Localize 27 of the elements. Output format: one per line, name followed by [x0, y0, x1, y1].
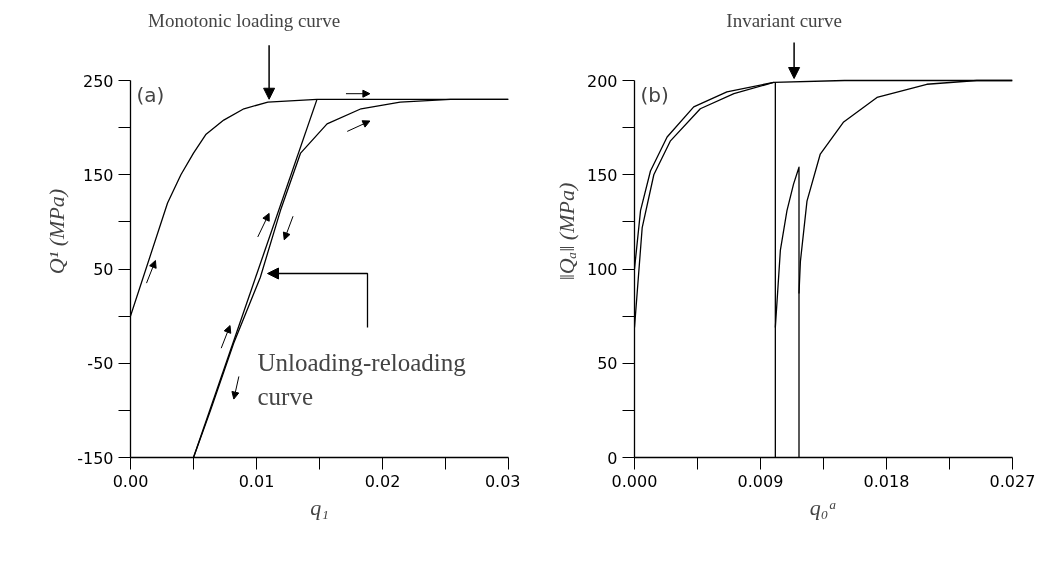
y-tick-label: -50: [87, 354, 114, 374]
x-tick-label: 0.02: [364, 471, 401, 491]
y-axis-title: Q¹ (MPa): [44, 188, 70, 275]
x-axis-title: q₀ᵃ: [809, 494, 838, 520]
y-tick-label: -150: [77, 448, 114, 468]
y-tick-label: 100: [586, 260, 618, 279]
y-tick-label: 0: [607, 448, 618, 468]
y-tick-label: 50: [597, 354, 618, 374]
x-tick-label: 0.03: [484, 471, 521, 491]
y-tick-label: 150: [82, 165, 114, 185]
x-tick-label: 0.018: [863, 471, 910, 491]
y-tick-label: 150: [586, 165, 618, 185]
x-axis-title: q₁: [310, 494, 329, 520]
x-tick-label: 0.00: [112, 471, 149, 491]
y-tick-label: 50: [93, 260, 114, 279]
annotation: Unloading-reloading curve: [257, 348, 467, 410]
annotation: Monotonic loading curve: [148, 10, 341, 32]
y-tick-label: 200: [586, 71, 618, 91]
annotation: (b): [640, 82, 669, 107]
y-tick-label: 250: [82, 71, 114, 91]
x-tick-label: 0.027: [989, 471, 1036, 491]
y-axis-title: ‖Qₐ‖ (MPa): [553, 182, 579, 281]
annotation: (a): [136, 82, 165, 107]
annotation: Invariant curve: [726, 9, 842, 31]
x-tick-label: 0.000: [611, 471, 658, 491]
x-tick-label: 0.009: [737, 471, 784, 491]
x-tick-label: 0.01: [238, 471, 275, 491]
